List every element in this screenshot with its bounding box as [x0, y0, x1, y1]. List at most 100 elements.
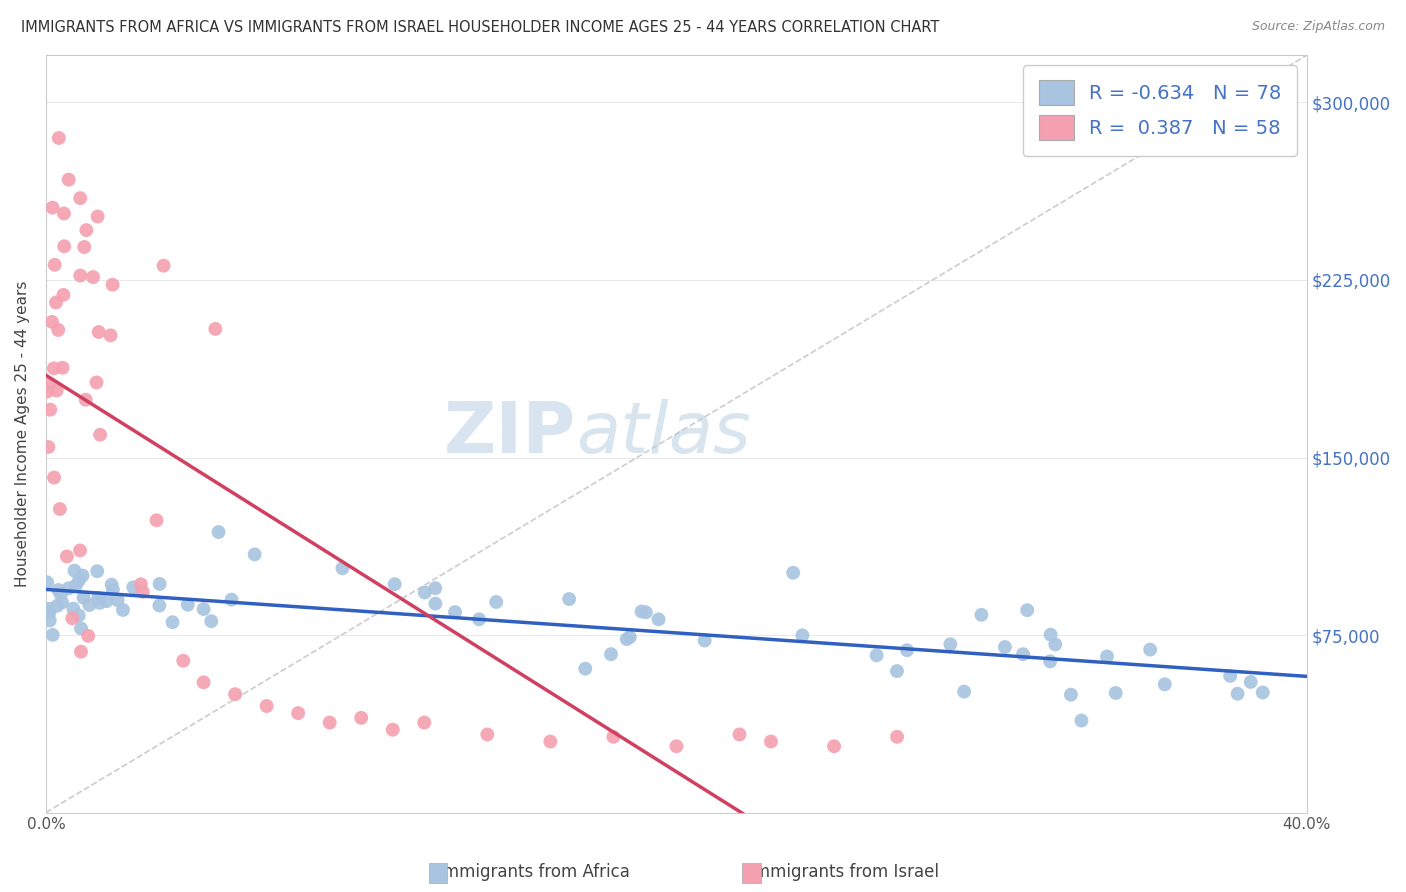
Point: [37, 575, 59, 590]
Point: [896, 643, 918, 657]
Point: [51, 595, 73, 609]
Point: [1153, 677, 1175, 691]
Point: [224, 687, 246, 701]
Point: [886, 664, 908, 678]
Point: [89, 427, 111, 442]
Point: [477, 727, 499, 741]
Point: [96, 594, 118, 608]
Point: [70, 622, 93, 636]
Point: [1017, 603, 1039, 617]
Point: [79, 598, 101, 612]
Point: [38, 614, 60, 628]
Point: [886, 730, 908, 744]
Point: [1139, 642, 1161, 657]
Point: [72, 568, 94, 582]
Point: [42, 361, 65, 376]
Point: [87, 591, 110, 605]
Point: [384, 577, 406, 591]
Point: [444, 605, 467, 619]
Text: IMMIGRANTS FROM AFRICA VS IMMIGRANTS FROM ISRAEL HOUSEHOLDER INCOME AGES 25 - 44: IMMIGRANTS FROM AFRICA VS IMMIGRANTS FRO…: [21, 20, 939, 35]
Point: [87, 325, 110, 339]
Point: [1226, 687, 1249, 701]
Legend: R = -0.634   N = 78, R =  0.387   N = 58: R = -0.634 N = 78, R = 0.387 N = 58: [1024, 65, 1298, 156]
Point: [73, 240, 96, 254]
Point: [69, 191, 91, 205]
Point: [62, 601, 84, 615]
Point: [1070, 714, 1092, 728]
Point: [665, 739, 688, 754]
Point: [1039, 628, 1062, 642]
Point: [42, 470, 65, 484]
Point: [41, 201, 63, 215]
Point: [58, 172, 80, 186]
Point: [67, 608, 90, 623]
Point: [145, 513, 167, 527]
Point: [56, 549, 79, 564]
Point: [67, 574, 90, 588]
Point: [693, 633, 716, 648]
Point: [193, 675, 215, 690]
Point: [42, 628, 65, 642]
Point: [44, 258, 66, 272]
Point: [52, 288, 75, 302]
Point: [107, 593, 129, 607]
Point: [45, 384, 67, 398]
Point: [619, 630, 641, 644]
Point: [616, 632, 638, 647]
Point: [101, 582, 124, 597]
Point: [49, 587, 72, 601]
Point: [37, 384, 59, 399]
Point: [381, 723, 404, 737]
Point: [243, 548, 266, 562]
Point: [48, 131, 70, 145]
Point: [200, 614, 222, 628]
Point: [148, 599, 170, 613]
Point: [49, 502, 72, 516]
Point: [122, 580, 145, 594]
Point: [558, 592, 581, 607]
Point: [485, 595, 508, 609]
Point: [759, 734, 782, 748]
Point: [41, 315, 63, 329]
Point: [1240, 675, 1263, 690]
Point: [332, 561, 354, 575]
Point: [630, 605, 652, 619]
Point: [132, 585, 155, 599]
Point: [129, 577, 152, 591]
Point: [38, 376, 60, 391]
Point: [1045, 637, 1067, 651]
Point: [994, 640, 1017, 654]
Point: [1039, 654, 1062, 668]
Point: [728, 727, 751, 741]
Point: [425, 597, 447, 611]
Point: [413, 585, 436, 599]
Point: [413, 715, 436, 730]
Point: [77, 629, 100, 643]
Point: [45, 295, 67, 310]
Point: [70, 645, 93, 659]
Point: [52, 206, 75, 220]
Point: [72, 591, 94, 605]
Point: [60, 611, 83, 625]
Point: [865, 648, 887, 663]
Point: [1105, 686, 1128, 700]
Point: [172, 654, 194, 668]
Text: Source: ZipAtlas.com: Source: ZipAtlas.com: [1251, 20, 1385, 33]
Point: [953, 684, 976, 698]
Y-axis label: Householder Income Ages 25 - 44 years: Householder Income Ages 25 - 44 years: [15, 281, 30, 587]
Point: [63, 564, 86, 578]
Point: [1060, 688, 1083, 702]
Point: [51, 360, 73, 375]
Text: Immigrants from Israel: Immigrants from Israel: [748, 863, 939, 881]
Point: [86, 210, 108, 224]
Point: [468, 612, 491, 626]
Text: atlas: atlas: [575, 400, 751, 468]
Point: [939, 637, 962, 651]
Point: [100, 328, 122, 343]
Point: [38, 601, 60, 615]
Point: [39, 402, 62, 417]
Point: [1095, 649, 1118, 664]
Point: [823, 739, 845, 754]
Point: [162, 615, 184, 630]
Point: [89, 596, 111, 610]
